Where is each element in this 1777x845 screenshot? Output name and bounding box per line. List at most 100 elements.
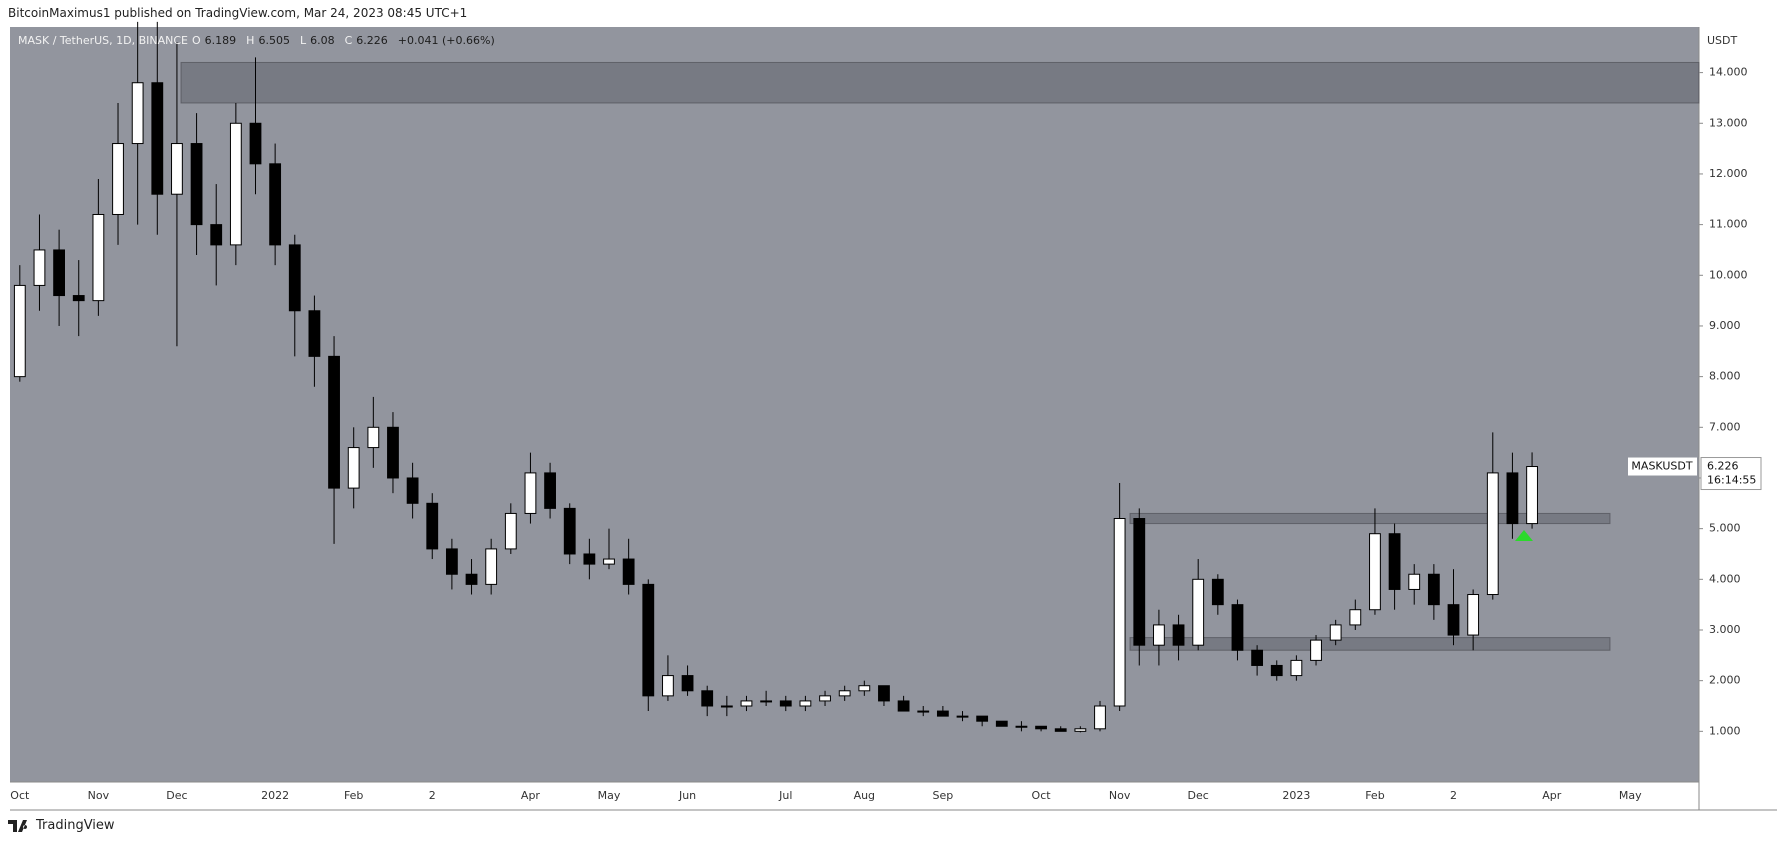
candle-body — [465, 573, 478, 585]
candle-body — [858, 685, 871, 692]
candle-body — [13, 284, 26, 378]
candle-body — [308, 310, 321, 357]
candle-body — [1447, 604, 1460, 636]
candle-body — [583, 553, 596, 565]
x-tick-label: Dec — [1188, 789, 1209, 802]
x-tick-label: Nov — [1109, 789, 1131, 802]
candle-body — [112, 143, 124, 215]
x-tick-label: 2023 — [1282, 789, 1310, 802]
candle-body — [229, 122, 242, 246]
candle-body — [53, 249, 65, 297]
y-tick-label: 2.000 — [1709, 674, 1741, 687]
candle-body — [524, 472, 537, 514]
candle-body — [917, 710, 930, 713]
change: +0.041 (+0.66%) — [397, 34, 495, 47]
candle-body — [995, 720, 1008, 727]
candle-body — [1270, 664, 1283, 677]
candle-body — [406, 477, 419, 504]
candle-body — [779, 700, 792, 707]
x-tick-label: Jun — [678, 789, 696, 802]
y-tick-label: 10.000 — [1709, 268, 1748, 281]
x-tick-label: 2022 — [261, 789, 289, 802]
x-tick-label: Apr — [1542, 789, 1562, 802]
candle-body — [485, 548, 498, 585]
open-label: O — [192, 34, 201, 47]
candle-body — [1153, 624, 1165, 646]
plot-area — [10, 27, 1699, 782]
low-label: L — [299, 34, 307, 47]
close-value: 6.226 — [356, 34, 388, 47]
candle-body — [740, 700, 753, 707]
candle-body — [1192, 578, 1205, 646]
candle-body — [1349, 609, 1362, 626]
candle-body — [347, 447, 360, 489]
candle-body — [426, 502, 439, 550]
candle-body — [1486, 472, 1499, 596]
y-tick-label: 5.000 — [1709, 522, 1741, 535]
candle-body — [799, 700, 812, 707]
candle-body — [1467, 594, 1480, 636]
candle-body — [33, 249, 46, 286]
candle-body — [387, 426, 399, 479]
x-tick-label: Aug — [854, 789, 875, 802]
x-tick-label: May — [1619, 789, 1642, 802]
symbol-tag: MASKUSDT — [1631, 460, 1692, 473]
high-label: H — [246, 34, 255, 47]
candle-body — [210, 224, 223, 246]
candle-body — [819, 695, 831, 702]
candle-body — [1113, 518, 1126, 707]
candle-body — [1054, 728, 1067, 732]
candle-body — [1231, 604, 1244, 651]
candle-body — [504, 512, 517, 550]
candle-body — [1211, 578, 1224, 606]
zone — [1129, 512, 1611, 525]
countdown: 16:14:55 — [1707, 474, 1756, 487]
price-tag-bg — [1700, 457, 1762, 491]
candle-body — [249, 122, 262, 165]
x-tick-label: 2 — [1450, 789, 1457, 802]
candle-body — [544, 472, 556, 509]
y-tick-label: 1.000 — [1709, 724, 1741, 737]
logo — [8, 819, 28, 832]
zone — [180, 61, 1700, 104]
candle-body — [642, 583, 655, 697]
arrow-marker — [1515, 530, 1533, 541]
candle-body — [269, 163, 282, 246]
candle-body — [1074, 728, 1087, 732]
candle-body — [1251, 649, 1264, 666]
x-tick-label: Jul — [778, 789, 792, 802]
candle-body — [1329, 624, 1342, 641]
candle-body — [1290, 659, 1303, 677]
candle-body — [878, 685, 890, 702]
candle-body — [151, 82, 164, 195]
candle-body — [760, 700, 773, 703]
candle-body — [936, 710, 949, 717]
brand: TradingView — [36, 818, 115, 833]
candle-body — [838, 690, 851, 697]
x-tick-label: May — [598, 789, 621, 802]
x-tick-label: Feb — [1365, 789, 1384, 802]
y-tick-label: 13.000 — [1709, 116, 1748, 129]
y-tick-label: 12.000 — [1709, 167, 1748, 180]
candle-body — [603, 558, 615, 565]
candle-body — [131, 82, 144, 145]
marks — [13, 21, 1700, 733]
candle-body — [367, 426, 380, 449]
symbol-tag-bg — [1628, 457, 1697, 476]
x-tick-label: Feb — [344, 789, 363, 802]
candle-body — [1369, 533, 1381, 611]
publisher: BitcoinMaximus1 published on TradingView… — [8, 6, 468, 20]
candle-body — [956, 715, 969, 718]
candle-body — [976, 715, 989, 722]
candle-body — [190, 143, 203, 226]
close-label: C — [344, 34, 353, 47]
candle-body — [1408, 573, 1421, 590]
symbol: MASK / TetherUS, 1D, BINANCE — [18, 34, 188, 47]
candle-body — [1035, 725, 1047, 730]
candle-body — [1094, 705, 1106, 730]
low-value: 6.08 — [310, 34, 335, 47]
x-tick-label: 2 — [429, 789, 436, 802]
x-tick-label: Sep — [933, 789, 954, 802]
candle-body — [1388, 533, 1401, 590]
